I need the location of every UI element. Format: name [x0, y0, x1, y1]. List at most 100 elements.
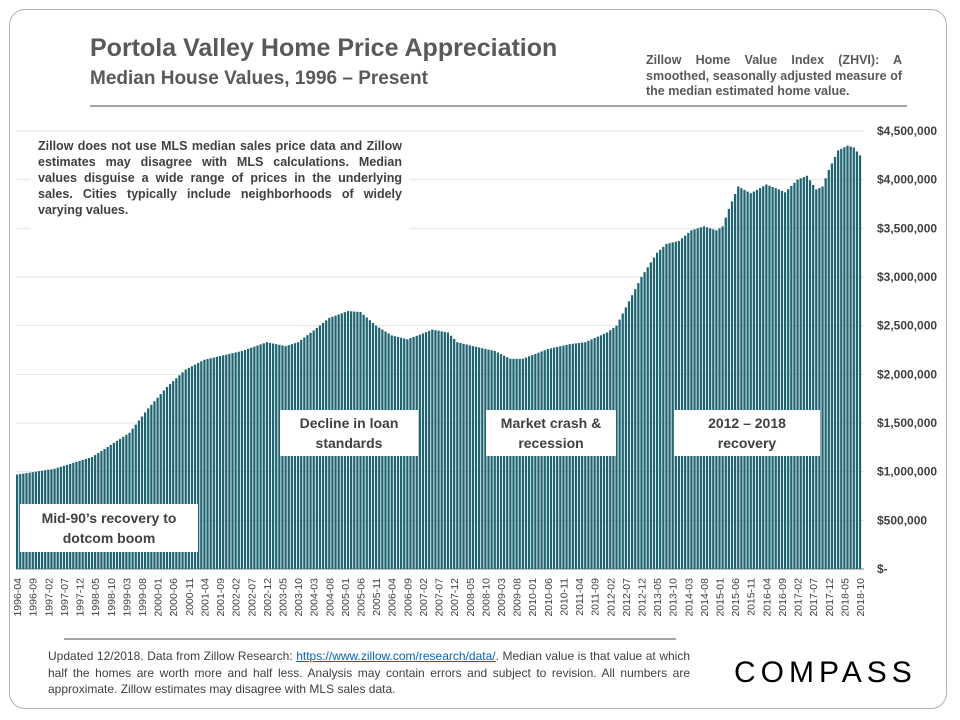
bar	[724, 217, 727, 569]
x-tick-label: 2005-01	[340, 578, 352, 617]
bar	[231, 353, 234, 569]
bar	[824, 178, 827, 569]
bar	[215, 356, 219, 569]
bar	[709, 228, 712, 569]
bar	[790, 185, 793, 570]
bar	[793, 182, 796, 569]
x-tick-label: 2013-10	[668, 578, 680, 617]
bar	[649, 262, 652, 569]
y-tick-label: $1,500,000	[877, 416, 937, 430]
x-tick-label: 2001-09	[215, 578, 227, 617]
bar	[821, 186, 824, 570]
bar	[562, 345, 565, 569]
bar	[640, 277, 643, 569]
bar	[755, 189, 759, 570]
bar	[855, 151, 859, 569]
bar	[574, 343, 578, 569]
bar	[643, 272, 646, 569]
bar	[837, 150, 840, 569]
bar	[783, 192, 787, 569]
bar	[677, 240, 681, 570]
bar	[253, 346, 256, 569]
bar	[718, 228, 721, 569]
bar	[122, 436, 125, 569]
x-tick-label: 2008-05	[465, 578, 477, 617]
x-tick-label: 1997-07	[59, 578, 71, 617]
bar	[490, 350, 493, 569]
bar	[247, 348, 250, 569]
bar	[852, 147, 855, 570]
bar	[615, 325, 618, 569]
bar	[268, 342, 272, 569]
bar	[206, 359, 209, 569]
bar	[509, 358, 512, 569]
x-tick-label: 2008-10	[480, 578, 492, 617]
bar	[540, 351, 543, 569]
x-tick-label: 1997-12	[75, 578, 87, 617]
x-tick-label: 1996-04	[12, 578, 24, 617]
x-axis-labels: 1996-04 1996-09 1997-02 1997-07 1997-12 1998-…	[12, 578, 867, 617]
bar	[237, 351, 240, 569]
bar	[752, 191, 755, 570]
bar	[153, 401, 156, 569]
bar	[762, 186, 765, 570]
y-tick-label: $4,500,000	[877, 124, 937, 138]
footer-divider	[64, 638, 676, 640]
bar	[197, 362, 200, 569]
bar	[715, 230, 718, 569]
x-tick-label: 2016-04	[761, 578, 773, 617]
bar	[559, 346, 562, 569]
bar	[712, 229, 715, 569]
bar	[546, 349, 549, 569]
x-tick-label: 2012-02	[605, 578, 617, 617]
bar	[165, 386, 169, 569]
bar	[840, 148, 843, 569]
bar	[652, 257, 656, 569]
bar	[287, 345, 290, 569]
bar	[465, 344, 468, 569]
bar	[527, 356, 531, 569]
bar	[699, 227, 702, 570]
bar	[662, 246, 665, 569]
x-tick-label: 2005-11	[371, 578, 383, 616]
bar	[552, 347, 556, 569]
bar	[696, 228, 699, 569]
annotation-mid-90s: Mid-90’s recovery to dotcom boom	[20, 504, 198, 552]
bar	[740, 188, 743, 569]
bar	[187, 367, 190, 569]
y-tick-label: $2,500,000	[877, 319, 937, 333]
bar	[193, 364, 197, 569]
bar	[178, 375, 181, 569]
bar	[743, 189, 746, 569]
annotation-loan-standards: Decline in loan standards	[280, 410, 418, 456]
x-tick-label: 1998-05	[90, 578, 102, 617]
bar	[453, 338, 456, 569]
bar	[693, 229, 696, 569]
bar	[655, 252, 659, 570]
x-tick-label: 2000-06	[168, 578, 180, 617]
bar	[858, 155, 862, 569]
bar	[780, 190, 784, 570]
bar	[456, 342, 459, 569]
bar	[478, 347, 481, 569]
bar	[515, 358, 518, 569]
bar	[565, 344, 568, 569]
zillow-research-link[interactable]: https://www.zillow.com/research/data/	[296, 649, 496, 663]
bar	[278, 344, 281, 569]
bar	[481, 348, 484, 569]
bar	[443, 331, 446, 569]
bar	[284, 346, 287, 569]
bar	[228, 353, 231, 569]
bar	[16, 474, 19, 569]
bar	[818, 187, 821, 569]
x-tick-label: 2011-09	[590, 578, 602, 616]
bar	[674, 241, 677, 569]
y-tick-label: $2,000,000	[877, 367, 937, 381]
slide-frame	[9, 9, 947, 709]
annotation-market-crash: Market crash & recession	[486, 410, 616, 456]
x-tick-label: 2009-08	[512, 578, 524, 617]
bar	[705, 227, 709, 570]
bar	[549, 348, 553, 569]
x-tick-label: 2000-11	[184, 578, 196, 616]
